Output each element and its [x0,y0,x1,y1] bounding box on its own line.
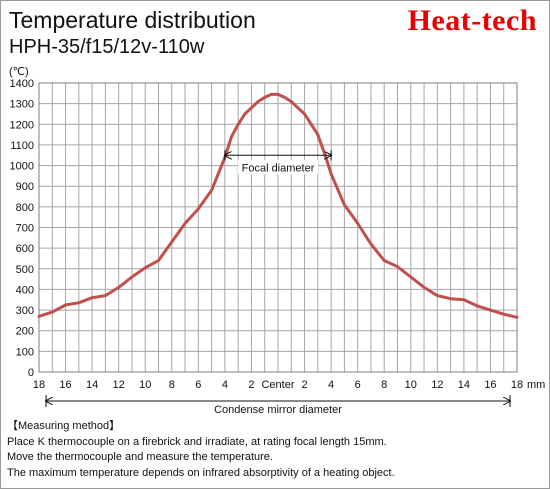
y-tick-label: 1400 [10,78,34,90]
data-point [435,294,439,298]
y-tick-label: 1300 [10,99,34,111]
x-tick-label: 6 [195,379,201,391]
data-point [90,296,94,300]
y-tick-label: 400 [16,284,34,296]
x-tick-label: 18 [511,379,523,391]
grid [38,82,518,373]
data-point [342,203,346,207]
data-point [283,96,287,99]
brand-logo: Heat-tech [407,4,537,37]
data-point [449,297,453,301]
y-tick-label: 800 [16,202,34,214]
data-point [309,122,313,126]
chart-subtitle: HPH-35/f15/12v-110w [9,36,205,58]
data-point [409,275,413,279]
notes-line: The maximum temperature depends on infra… [7,466,395,479]
x-tick-label: 2 [301,379,307,391]
data-point [316,133,320,137]
data-point [489,308,492,312]
data-point [296,106,300,110]
data-point [515,315,519,319]
title-block: Temperature distribution HPH-35/f15/12v-… [9,7,256,59]
data-point [422,285,426,289]
data-point [230,135,233,139]
mirror-diameter-label: Condense mirror diameter [214,404,342,416]
data-point [77,301,81,305]
data-point [369,242,373,246]
data-point [143,266,147,270]
data-point [64,303,67,307]
data-point [329,172,333,176]
data-point [183,221,187,225]
x-tick-label: 2 [248,379,254,391]
data-point [276,92,280,96]
x-tick-label: Center [261,379,294,391]
data-point [303,112,306,116]
series-layer [37,92,519,319]
x-tick-label: 10 [405,379,417,391]
y-tick-label: 900 [16,181,34,193]
data-point [157,259,160,262]
x-tick-label: 16 [484,379,496,391]
chart-title: Temperature distribution [9,7,256,33]
data-point [236,122,240,126]
x-tick-label: 18 [33,379,45,391]
data-point [356,221,360,225]
x-tick-label: 12 [431,379,443,391]
data-point [323,151,326,155]
x-tick-label: 6 [355,379,361,391]
y-tick-label: 1100 [10,140,34,152]
y-tick-label: 1200 [10,119,34,131]
x-tick-label: 4 [222,379,228,391]
y-tick-label: 600 [16,243,34,255]
y-tick-label: 500 [16,264,34,276]
plot-area-border [38,82,518,373]
x-tick-label: 14 [86,379,98,391]
x-tick-label: 8 [169,379,175,391]
data-point [50,310,54,314]
temperature-chart: 0 100 200 300 400 500 600 700 800 900 1000 1100 1200… [9,66,545,416]
data-point [210,188,214,192]
focal-diameter-label: Focal diameter [242,162,315,174]
data-point [256,100,260,103]
data-point [269,92,273,96]
y-axis-unit: (℃) [9,66,29,78]
x-tick-label: 4 [328,379,334,391]
data-point [396,265,399,269]
data-point [263,96,267,99]
notes-line: Place K thermocouple on a firebrick and … [7,435,387,448]
x-axis-unit: mm [527,379,545,391]
y-tick-label: 300 [16,305,34,317]
focal-diameter-label-bg [238,160,318,175]
x-tick-label: 14 [458,379,470,391]
y-tick-label: 100 [16,346,34,358]
y-tick-label: 1000 [10,161,34,173]
axes: 0 100 200 300 400 500 600 700 800 900 1000 1100 1200… [9,66,545,391]
notes-heading: 【Measuring method】 [7,420,121,432]
data-point [502,312,506,316]
annotations: Focal diameter Condense mirror diameter [46,150,510,416]
notes-line: Move the thermocouple and measure the te… [7,451,273,463]
x-tick-label: 8 [381,379,387,391]
data-point [103,294,107,298]
data-point [382,259,386,262]
data-point [250,106,253,110]
x-tick-label: 12 [113,379,125,391]
data-point [196,207,200,211]
data-point [243,112,247,116]
data-point [130,275,134,279]
data-point [170,240,174,244]
data-point [37,314,41,318]
data-point [289,100,293,103]
y-tick-label: 200 [16,326,34,338]
data-point [475,304,479,308]
data-point [117,285,121,289]
x-tick-label: 10 [139,379,151,391]
x-tick-label: 16 [59,379,71,391]
y-tick-label: 700 [16,223,34,235]
y-tick-label: 0 [28,367,34,379]
data-point [462,298,466,302]
measuring-notes: 【Measuring method】 Place K thermocouple … [7,419,543,481]
